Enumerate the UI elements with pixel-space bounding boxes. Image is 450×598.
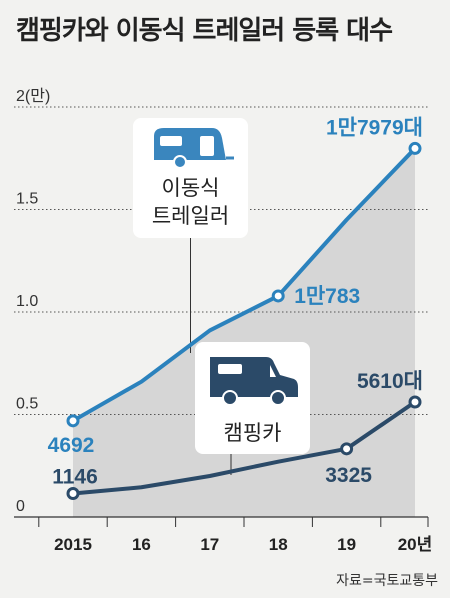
data-point: [340, 442, 354, 456]
data-point: [271, 289, 285, 303]
legend-camper-label: 캠핑카: [224, 421, 282, 445]
y-tick-label: 0.5: [16, 396, 38, 413]
data-labels: 4692 1만783 1만7979대 1146 3325 5610대: [48, 116, 423, 488]
x-tick-label: 2015: [54, 535, 92, 554]
x-tick-label: 17: [200, 535, 219, 554]
data-label: 4692: [48, 434, 95, 457]
legend-trailer-line2: 트레일러: [152, 204, 229, 228]
data-label: 1146: [52, 466, 98, 489]
x-tick-label: 16: [132, 535, 151, 554]
data-point: [408, 141, 422, 155]
data-label: 3325: [325, 464, 372, 487]
series-points: [66, 141, 422, 501]
camper-van-icon: [210, 357, 298, 406]
data-point: [66, 414, 80, 428]
data-label: 5610대: [357, 370, 423, 393]
series-line-trailer: [71, 146, 417, 423]
y-tick-label: 1.0: [16, 293, 38, 310]
series-line-camper: [71, 399, 417, 496]
data-label: 1만783: [294, 285, 360, 308]
y-tick-label: 0: [16, 498, 25, 515]
source-note: 자료=국토교통부: [336, 573, 438, 589]
x-axis: 2015 16 17 18 19 20년: [14, 516, 433, 554]
y-tick-label: 2(만): [16, 87, 50, 105]
y-tick-label: 1.5: [16, 191, 38, 208]
trailer-icon: [154, 128, 234, 169]
legend-camper: 캠핑카: [195, 342, 310, 454]
data-label: 1만7979대: [326, 116, 423, 139]
data-point: [408, 395, 422, 409]
chart-title: 캠핑카와 이동식 트레일러 등록 대수: [16, 16, 393, 46]
x-tick-label: 20년: [398, 535, 433, 554]
x-tick-label: 18: [269, 535, 288, 554]
series-lines: [71, 146, 417, 496]
data-point: [66, 487, 80, 501]
legend-trailer: 이동식 트레일러: [133, 118, 248, 238]
x-tick-label: 19: [337, 535, 356, 554]
y-axis-ticks: 0 0.5 1.0 1.5 2(만): [16, 87, 50, 515]
legend-trailer-line1: 이동식: [162, 176, 220, 200]
